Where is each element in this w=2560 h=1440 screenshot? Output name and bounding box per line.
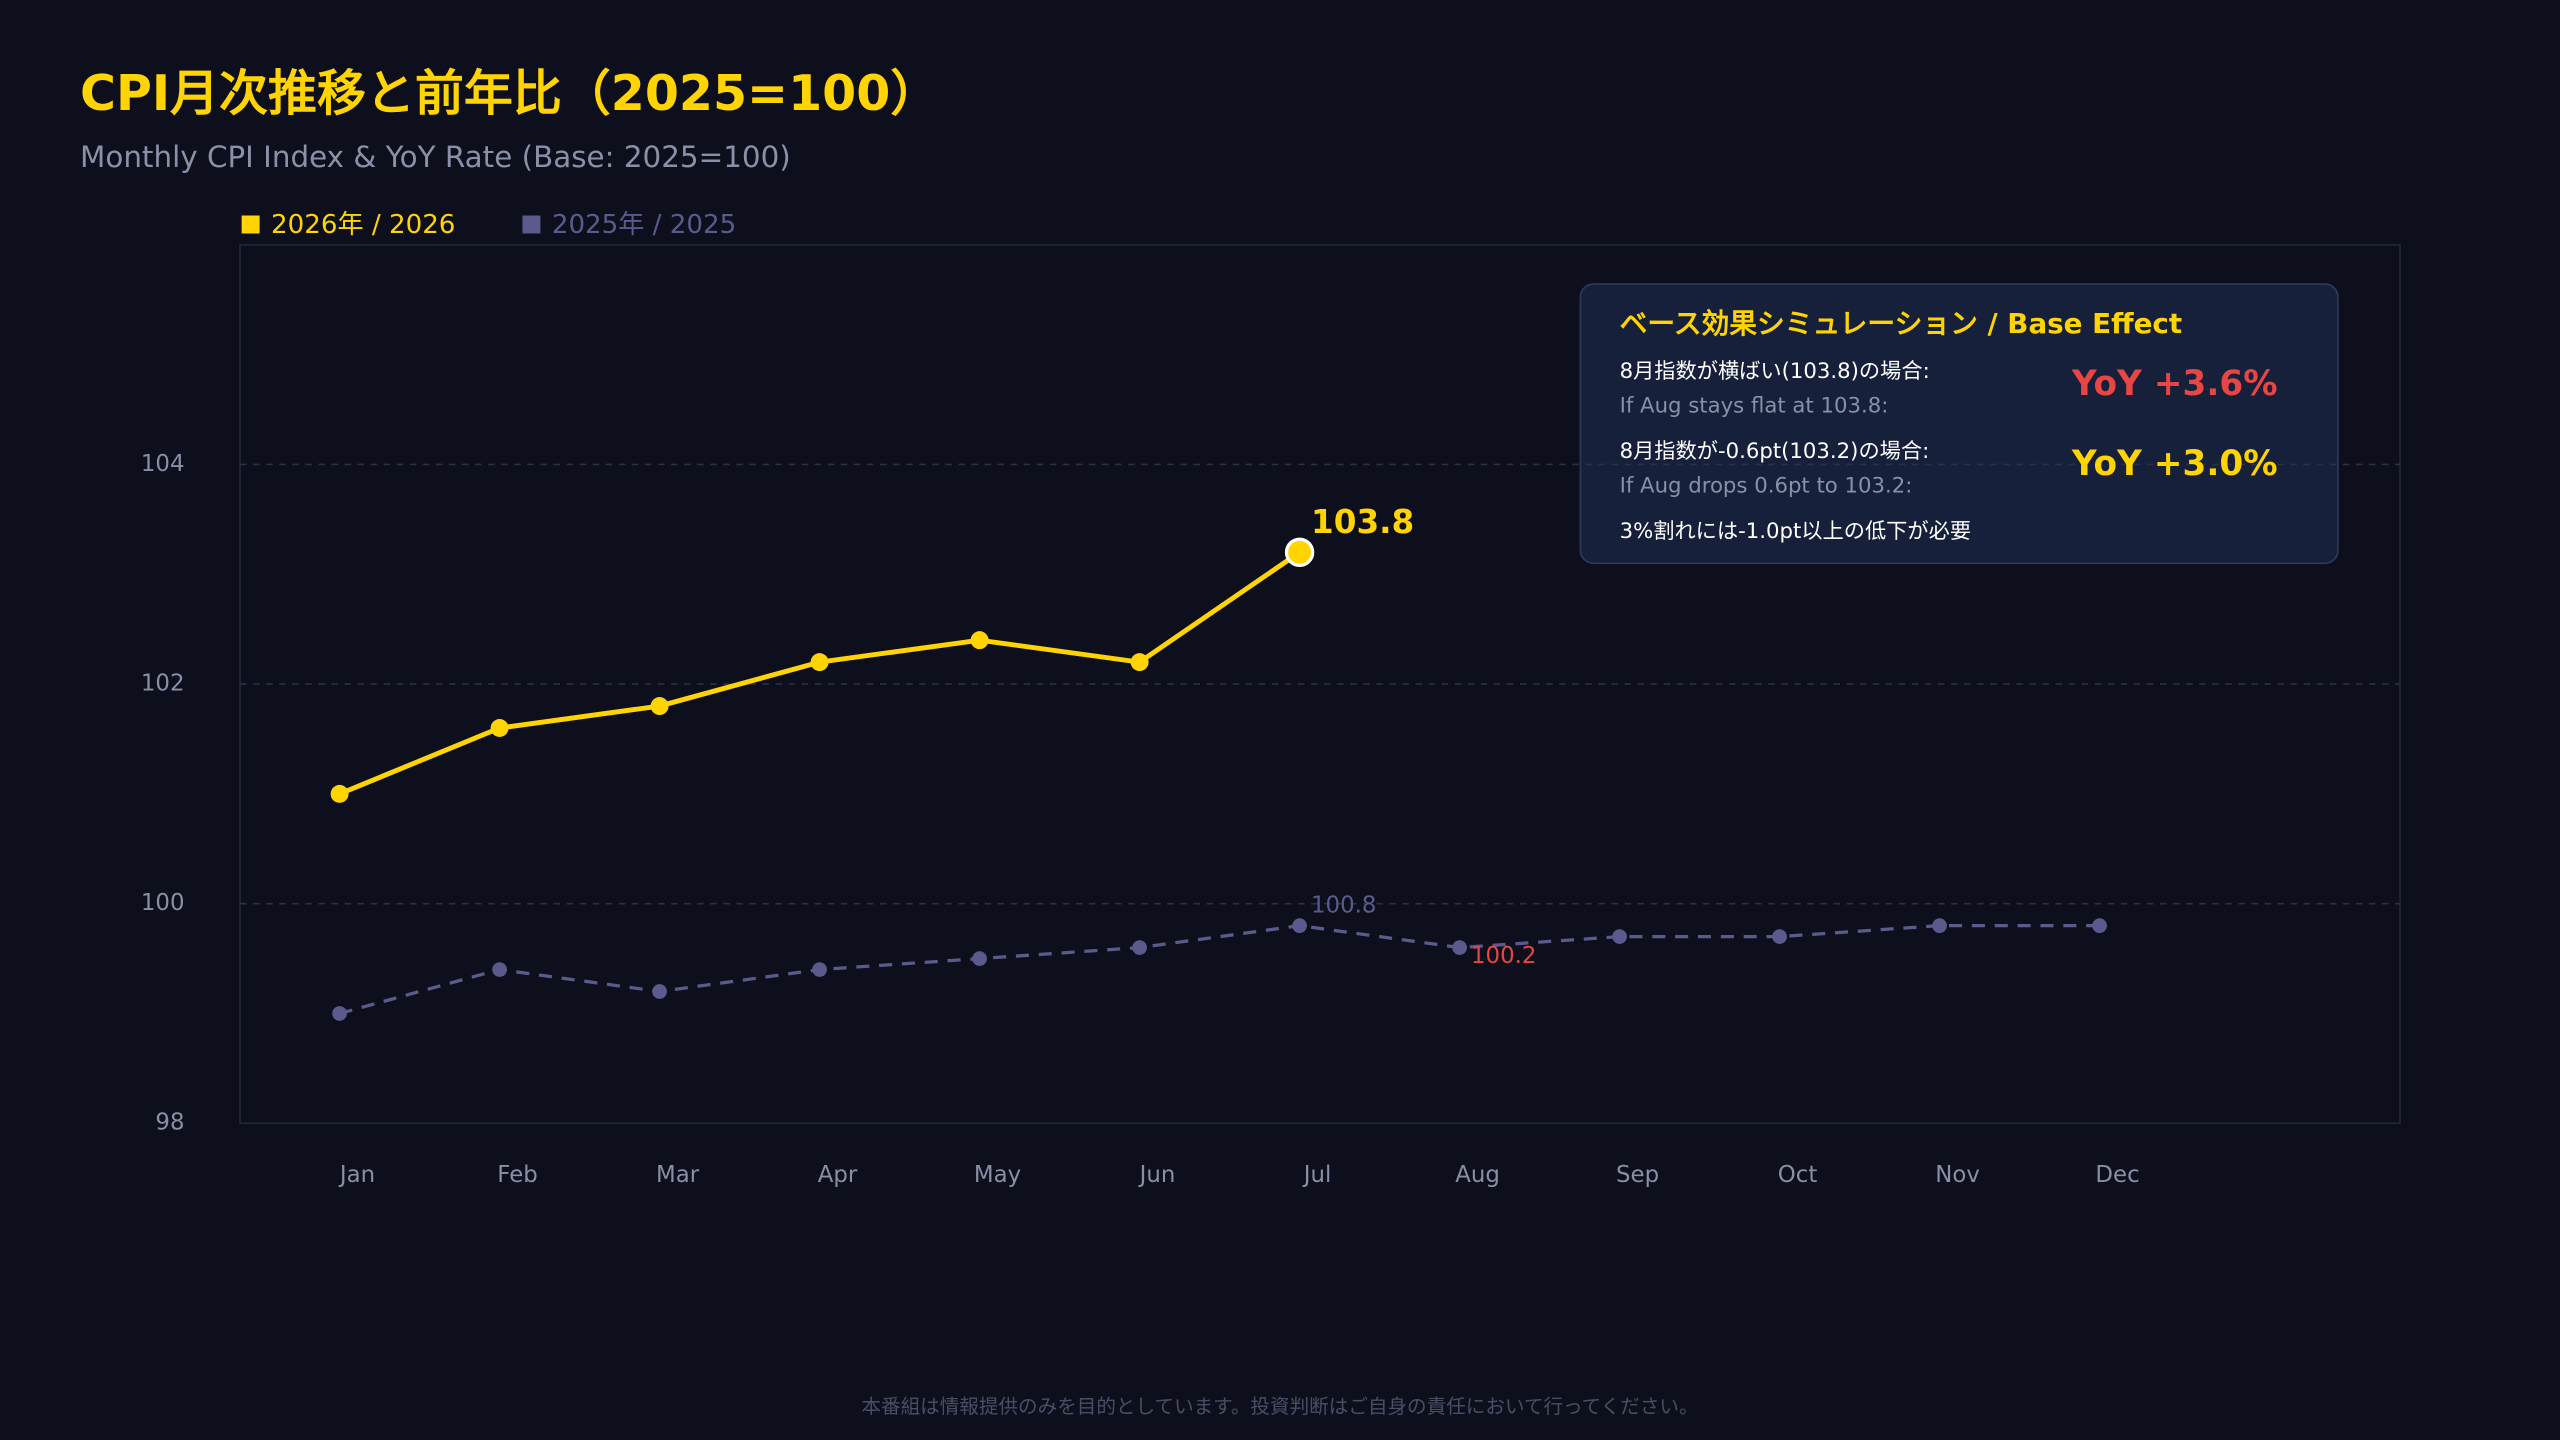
panel-title: ベース効果シミュレーション / Base Effect: [1620, 307, 2183, 340]
annotation: 103.8: [1311, 503, 1414, 541]
legend-swatch: [522, 215, 541, 234]
data-point: [1772, 929, 1787, 944]
x-tick-label: Jan: [338, 1162, 375, 1188]
x-tick-label: Mar: [656, 1162, 700, 1188]
data-point: [812, 962, 827, 977]
x-tick-label: Oct: [1778, 1162, 1818, 1188]
data-point: [330, 784, 349, 803]
panel-row-en: If Aug stays flat at 103.8:: [1620, 394, 1889, 419]
x-tick-label: Nov: [1935, 1162, 1980, 1188]
legend-label: 2025年 / 2025: [552, 210, 736, 240]
data-point: [972, 951, 987, 966]
panel-row-result: YoY +3.6%: [2071, 364, 2278, 404]
data-point: [490, 719, 509, 737]
footer: 本番組は情報提供のみを目的としています。投資判断はご自身の責任において行ってくだ…: [861, 1395, 1698, 1418]
legend-swatch: [241, 215, 260, 234]
data-point: [1130, 653, 1149, 672]
x-tick-label: Aug: [1455, 1162, 1500, 1188]
data-point: [332, 1006, 347, 1021]
series-line: [338, 550, 1301, 797]
data-point: [2092, 918, 2107, 933]
series-line: [339, 923, 2100, 1016]
panel-row-en: If Aug drops 0.6pt to 103.2:: [1620, 474, 1913, 499]
y-tick-label: 104: [141, 451, 185, 477]
annotation: 100.2: [1471, 943, 1536, 969]
x-tick-label: Apr: [818, 1162, 858, 1188]
data-point: [1612, 929, 1627, 944]
legend-label: 2026年 / 2026: [271, 210, 455, 240]
data-point: [1284, 537, 1315, 568]
data-point: [810, 653, 829, 672]
data-point: [492, 962, 507, 977]
x-tick-label: May: [974, 1162, 1021, 1188]
y-tick-label: 102: [141, 671, 185, 697]
data-point: [970, 631, 989, 650]
data-point: [650, 697, 669, 716]
panel-row-result: YoY +3.0%: [2071, 444, 2278, 484]
data-point: [1132, 940, 1147, 955]
data-point: [1452, 940, 1467, 955]
info-panel: [1579, 283, 2339, 565]
panel-row-ja: 8月指数が横ばい(103.8)の場合:: [1620, 359, 1930, 384]
panel-row-ja: 8月指数が-0.6pt(103.2)の場合:: [1620, 439, 1930, 464]
chart-title: CPI月次推移と前年比（2025=100）: [80, 65, 939, 122]
y-tick-label: 100: [141, 890, 185, 916]
x-tick-label: Jun: [1138, 1162, 1176, 1188]
data-point: [1292, 918, 1307, 933]
x-tick-label: Dec: [2095, 1162, 2139, 1188]
annotation: 100.8: [1311, 893, 1376, 919]
x-tick-label: Feb: [497, 1162, 537, 1188]
data-point: [1932, 918, 1947, 933]
y-tick-label: 98: [155, 1110, 184, 1136]
panel-note: 3%割れには-1.0pt以上の低下が必要: [1620, 519, 1971, 544]
x-tick-label: Jul: [1302, 1162, 1332, 1188]
chart-subtitle: Monthly CPI Index & YoY Rate (Base: 2025…: [80, 140, 791, 174]
data-point: [652, 984, 667, 999]
x-tick-label: Sep: [1616, 1162, 1659, 1188]
